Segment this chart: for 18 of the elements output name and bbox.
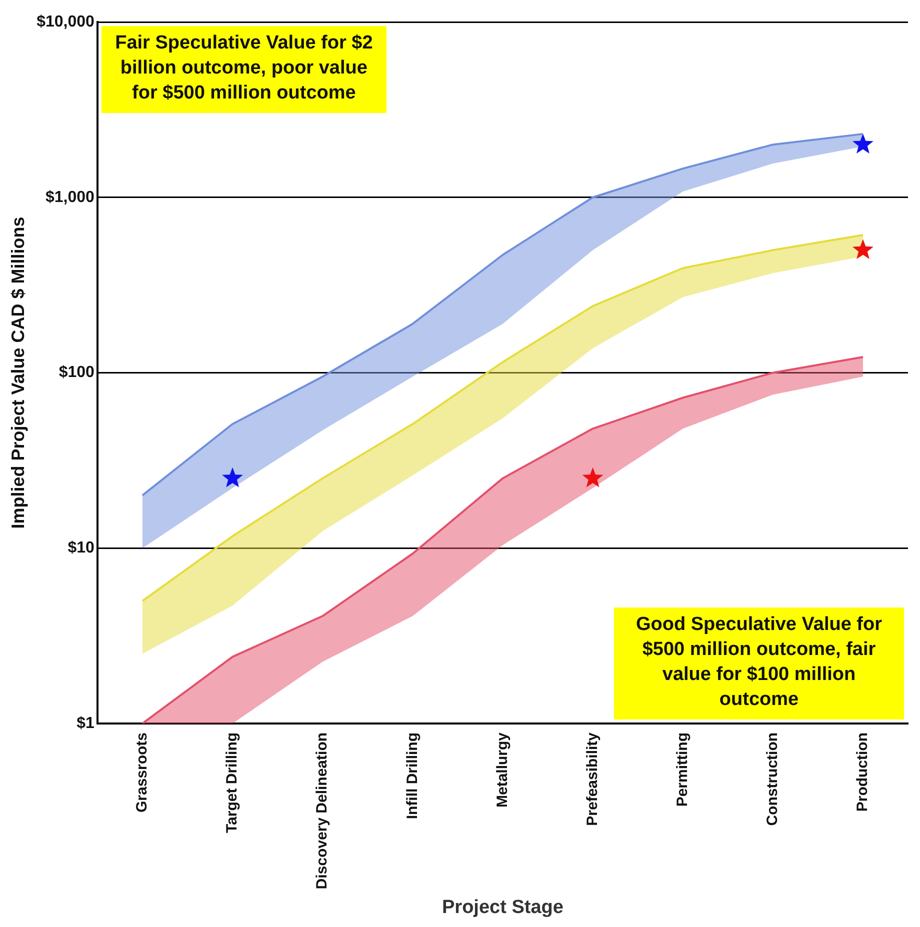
x-tick-label: Construction [764, 732, 782, 826]
x-tick-label: Permitting [674, 732, 691, 807]
x-tick-label: Infill Drilling [404, 732, 421, 820]
y-tick-label: $1,000 [46, 188, 95, 206]
x-tick-label: Metallurgy [494, 732, 511, 808]
y-tick-label: $10 [68, 540, 95, 557]
x-tick-label: Grassroots [134, 732, 151, 813]
x-tick-label: Discovery Delineation [314, 732, 331, 890]
x-axis-title: Project Stage [442, 896, 564, 918]
annotation: Fair Speculative Value for $2 billion outcome, poor value for $500 million outcome [115, 32, 373, 104]
y-tick-label: $1 [76, 714, 95, 732]
x-tick-label: Prefeasibility [584, 732, 601, 826]
y-axis-title: Implied Project Value CAD $ Millions [8, 216, 28, 529]
y-tick-label: $10,000 [36, 13, 95, 30]
y-tick-label: $100 [58, 364, 95, 382]
x-tick-label: Production [854, 732, 872, 812]
x-tick-label: Target Drilling [224, 732, 241, 834]
annotation: Good Speculative Value for $500 million outcome, fair value for $100 million outcome [636, 614, 883, 710]
